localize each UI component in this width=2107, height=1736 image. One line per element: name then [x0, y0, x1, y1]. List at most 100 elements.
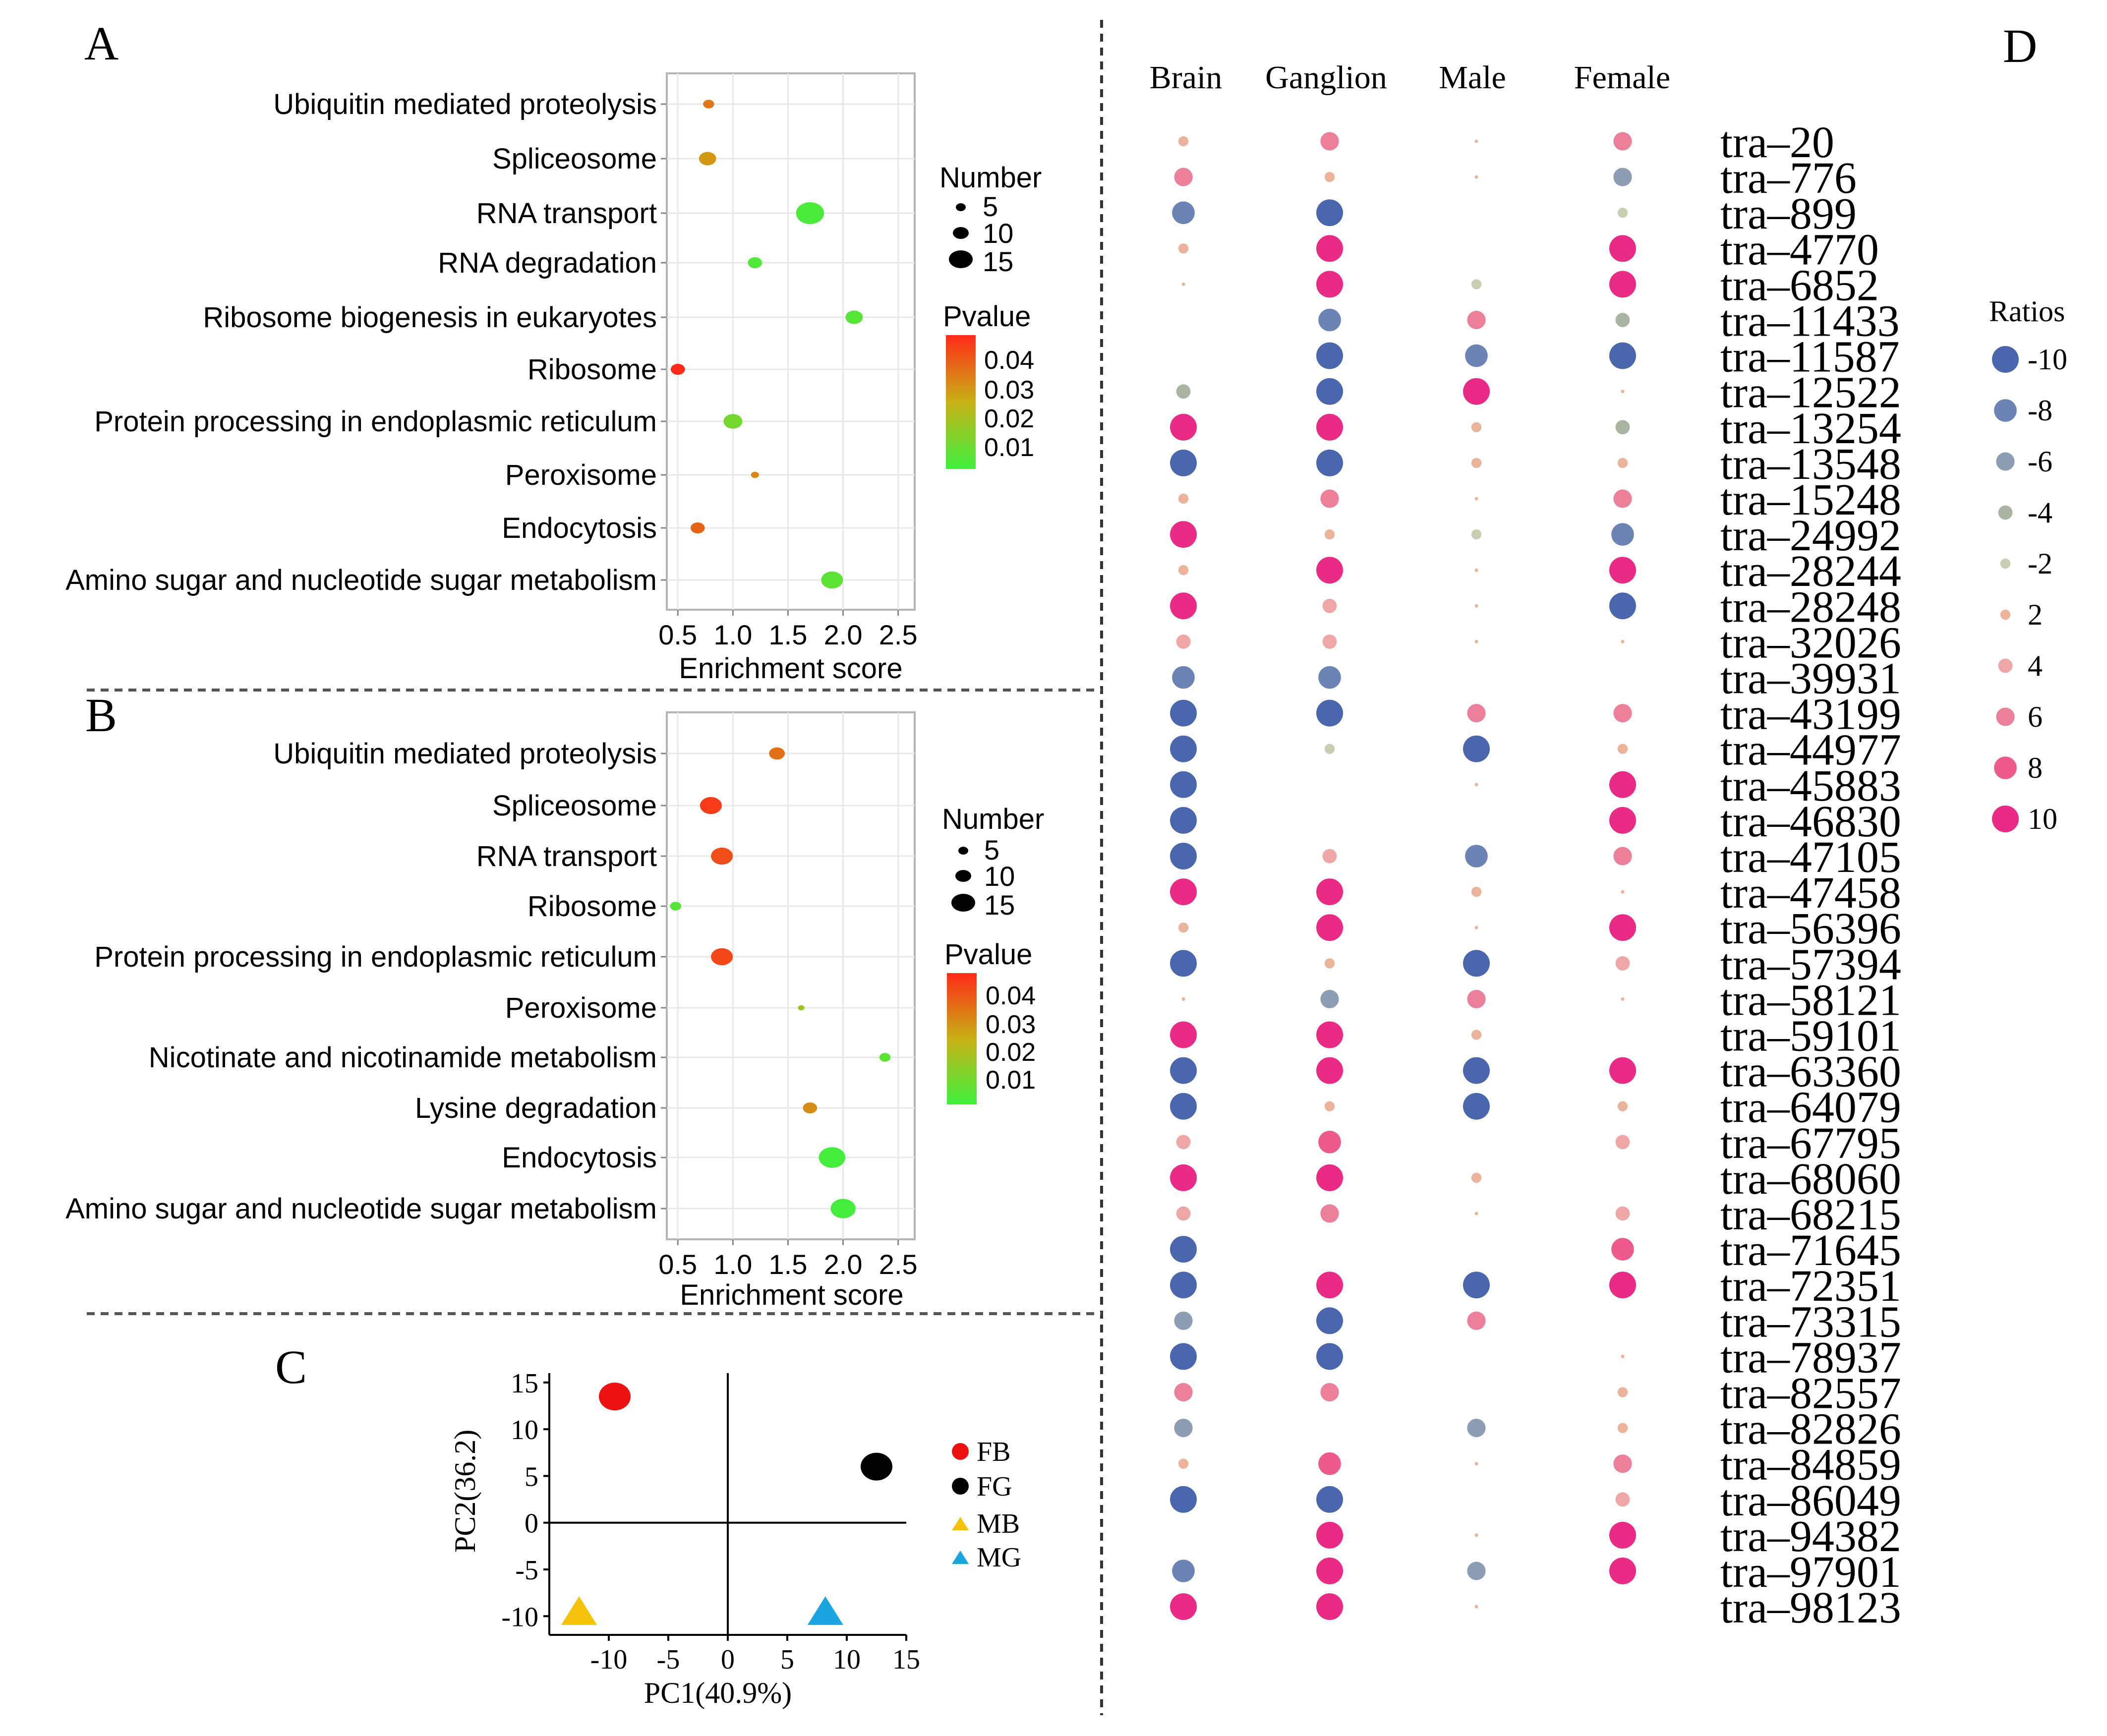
- bubble-tra-57394-brain: [1170, 950, 1197, 977]
- bubble-tra-82826-female: [1617, 1423, 1628, 1433]
- pca-point-mg: [807, 1596, 843, 1625]
- bubble-tra-46830-female: [1609, 807, 1636, 834]
- panel-b-pvalue-label-003: 0.03: [986, 1010, 1036, 1039]
- row-label-tra-899: tra–899: [1720, 189, 1857, 238]
- bubble-tra-64079-male: [1463, 1093, 1490, 1120]
- bubble-tra-13548-brain: [1170, 449, 1197, 476]
- panel-b-plot-frame: [666, 711, 916, 1240]
- legend-fg-label: FG: [977, 1471, 1012, 1502]
- bubble-tra-84859-ganglion: [1318, 1452, 1341, 1475]
- row-label-tra-11587: tra–11587: [1720, 333, 1900, 382]
- legend-mb-marker: [952, 1517, 969, 1530]
- panel-letter-d: D: [2003, 19, 2037, 72]
- panel-c-x-tick-label: -10: [590, 1644, 628, 1675]
- ratios-legend-key-neg4: [1998, 505, 2013, 520]
- row-label-tra-46830: tra–46830: [1720, 797, 1901, 846]
- row-label-tra-44977: tra–44977: [1720, 726, 1901, 775]
- panel-a-category-label-rna-degradation: RNA degradation: [438, 247, 657, 279]
- panel-a-category-label-rna-transport: RNA transport: [476, 197, 657, 230]
- bubble-tra-73315-ganglion: [1316, 1307, 1343, 1334]
- panel-d-heatmap: Brain Ganglion Male Female tra–20tra–776…: [1150, 59, 2067, 1632]
- panel-a-dot-ribosome: [670, 363, 685, 375]
- ratios-legend-key-pos6: [1996, 707, 2015, 726]
- panel-b-size-label-10: 10: [984, 861, 1015, 892]
- panel-a-size-key-5: [956, 203, 966, 211]
- row-label-tra-12522: tra–12522: [1720, 368, 1901, 417]
- legend-fb-marker: [952, 1443, 969, 1460]
- ratios-legend-key-pos2: [2000, 609, 2011, 620]
- ratios-legend-label: -4: [2028, 496, 2052, 529]
- panel-b-category-label-amino-sugar-and-nucleotide-sugar-metabolism: Amino sugar and nucleotide sugar metabol…: [65, 1193, 657, 1225]
- bubble-tra-78937-ganglion: [1316, 1343, 1343, 1370]
- row-label-tra-39931: tra–39931: [1720, 654, 1901, 703]
- bubble-tra-86049-brain: [1170, 1486, 1197, 1513]
- bubble-tra-4770-brain: [1178, 243, 1189, 254]
- pca-point-mb: [561, 1596, 597, 1625]
- bubble-tra-68060-brain: [1170, 1164, 1197, 1191]
- column-header-male: Male: [1439, 59, 1506, 96]
- ratios-legend-key-neg10: [1992, 346, 2019, 373]
- ratios-legend-key-neg6: [1996, 452, 2015, 471]
- bubble-tra-47458-female: [1621, 890, 1625, 894]
- row-label-tra-28248: tra–28248: [1720, 582, 1901, 632]
- legend-fg-marker: [952, 1478, 969, 1495]
- panel-b-size-key-5: [958, 847, 968, 855]
- panel-a-color-legend-title: Pvalue: [943, 300, 1031, 333]
- panel-b-size-label-15: 15: [984, 889, 1015, 921]
- row-label-tra-78937: tra–78937: [1720, 1333, 1901, 1382]
- panel-a-pvalue-label-001: 0.01: [984, 433, 1034, 462]
- row-label-tra-72351: tra–72351: [1720, 1262, 1901, 1311]
- panel-a-legend: Number 5 10 15 Pvalue 0.04 0.03 0.02 0.0…: [939, 162, 1042, 469]
- bubble-tra-12522-male: [1463, 378, 1490, 405]
- panel-c-x-tick-label: 10: [833, 1644, 861, 1675]
- row-label-tra-94382: tra–94382: [1720, 1512, 1901, 1561]
- column-header-brain: Brain: [1150, 59, 1223, 96]
- bubble-tra-82557-female: [1617, 1387, 1628, 1397]
- panel-b-pvalue-label-004: 0.04: [986, 982, 1036, 1010]
- bubble-tra-58121-female: [1621, 997, 1625, 1001]
- row-label-tra-45883: tra–45883: [1720, 761, 1901, 810]
- bubble-tra-32026-male: [1474, 639, 1478, 643]
- bubble-tra-47458-brain: [1170, 878, 1197, 906]
- panel-b-category-label-ubiquitin-mediated-proteolysis: Ubiquitin mediated proteolysis: [273, 738, 657, 770]
- panel-b-category-label-endocytosis: Endocytosis: [502, 1142, 657, 1174]
- bubble-tra-84859-male: [1474, 1462, 1478, 1466]
- bubble-tra-43199-ganglion: [1316, 699, 1343, 727]
- bubble-tra-28248-brain: [1170, 592, 1197, 620]
- bubble-tra-68215-ganglion: [1320, 1204, 1339, 1223]
- panel-b-size-key-15: [951, 894, 975, 912]
- panel-b-x-axis-label: Enrichment score: [680, 1279, 903, 1311]
- panel-b-dot-ubiquitin-mediated-proteolysis: [769, 747, 785, 760]
- panel-b-x-tick-label: 2.0: [824, 1249, 863, 1280]
- panel-a-x-tick-label: 2.0: [824, 619, 863, 650]
- row-label-tra-59101: tra–59101: [1720, 1012, 1901, 1061]
- panel-a-category-label-protein-processing-in-endoplasmic-reticulum: Protein processing in endoplasmic reticu…: [94, 405, 657, 438]
- row-label-tra-63360: tra–63360: [1720, 1047, 1901, 1097]
- panel-c-y-axis-label: PC2(36.2): [449, 1430, 481, 1553]
- bubble-tra-57394-ganglion: [1324, 958, 1335, 969]
- bubble-tra-13254-ganglion: [1316, 413, 1343, 441]
- bubble-tra-45883-brain: [1170, 771, 1197, 798]
- panel-b-category-label-ribosome: Ribosome: [527, 890, 657, 923]
- bubble-tra-15248-female: [1613, 489, 1632, 508]
- row-label-tra-47458: tra–47458: [1720, 868, 1901, 918]
- panel-a-x-tick-label: 0.5: [658, 619, 697, 650]
- bubble-tra-43199-male: [1467, 704, 1486, 723]
- bubble-tra-11433-ganglion: [1318, 308, 1341, 332]
- panel-b-dot-lysine-degradation: [803, 1102, 818, 1114]
- panel-a-size-legend-title: Number: [939, 162, 1042, 194]
- bubble-tra-73315-male: [1467, 1311, 1486, 1330]
- panel-a-x-tick-label: 1.0: [713, 619, 752, 650]
- row-label-tra-73315: tra–73315: [1720, 1297, 1901, 1346]
- panel-c-y-tick-label: -10: [501, 1602, 538, 1632]
- bubble-tra-6852-female: [1609, 271, 1636, 298]
- bubble-tra-57394-female: [1615, 956, 1630, 971]
- row-label-tra-86049: tra–86049: [1720, 1476, 1901, 1525]
- bubble-tra-39931-ganglion: [1318, 666, 1341, 689]
- bubble-tra-47105-female: [1613, 847, 1632, 866]
- panel-b-enrichment-chart: Ubiquitin mediated proteolysis Spliceosom…: [65, 711, 1044, 1311]
- bubble-tra-82826-male: [1467, 1419, 1486, 1438]
- bubble-tra-13254-brain: [1170, 413, 1197, 441]
- panel-letter-b: B: [85, 689, 117, 742]
- legend-fb-label: FB: [977, 1437, 1011, 1467]
